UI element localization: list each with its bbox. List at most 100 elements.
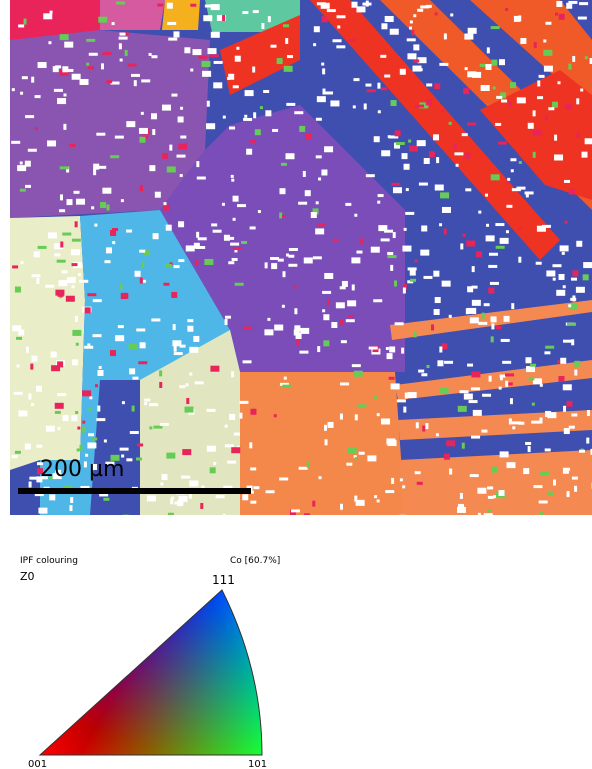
speck <box>506 181 509 184</box>
speck <box>482 394 491 397</box>
speck <box>402 485 405 488</box>
speck <box>64 42 73 48</box>
speck <box>346 463 352 466</box>
speck <box>29 482 32 488</box>
speck <box>324 91 333 94</box>
speck <box>510 158 516 161</box>
speck <box>323 314 329 320</box>
speck <box>328 422 334 428</box>
speck <box>417 482 423 485</box>
speck <box>120 33 126 36</box>
speck <box>242 11 248 14</box>
speck <box>86 39 95 42</box>
speck <box>545 346 554 349</box>
speck <box>411 30 414 36</box>
speck <box>189 372 192 375</box>
speck <box>288 255 294 258</box>
speck <box>465 188 471 191</box>
speck <box>149 403 158 406</box>
speck <box>120 59 123 62</box>
speck <box>118 325 124 328</box>
speck <box>282 305 285 308</box>
speck <box>416 422 419 428</box>
speck <box>233 85 239 88</box>
speck <box>543 50 552 56</box>
speck <box>213 82 222 88</box>
speck <box>170 498 173 504</box>
speck <box>80 445 83 451</box>
speck <box>442 281 451 287</box>
speck <box>177 155 186 158</box>
speck <box>353 78 359 81</box>
speck <box>495 223 504 226</box>
speck <box>235 283 244 286</box>
speck <box>507 178 510 181</box>
speck <box>484 513 493 516</box>
speck <box>152 129 155 135</box>
speck <box>533 110 536 116</box>
speck <box>488 288 494 294</box>
speck <box>270 257 279 260</box>
speck <box>119 43 122 49</box>
speck <box>187 326 193 332</box>
speck <box>242 494 248 500</box>
speck <box>50 11 53 14</box>
speck <box>517 97 526 103</box>
speck <box>139 137 145 143</box>
speck <box>487 47 490 53</box>
speck <box>284 66 293 72</box>
speck <box>21 261 24 264</box>
speck <box>288 264 297 267</box>
speck <box>583 274 589 280</box>
speck <box>482 313 485 319</box>
speck <box>255 129 261 135</box>
speck <box>539 75 545 78</box>
speck <box>501 339 510 342</box>
speck <box>25 115 34 118</box>
speck <box>355 457 358 460</box>
speck <box>548 107 554 110</box>
speck <box>498 142 507 145</box>
speck <box>186 383 189 386</box>
speck <box>243 360 252 363</box>
speck <box>222 203 225 206</box>
legend-phase: Co [60.7%] <box>230 556 280 566</box>
speck <box>208 48 217 54</box>
speck <box>353 105 356 108</box>
speck <box>500 375 506 378</box>
speck <box>500 377 503 380</box>
speck <box>236 47 239 50</box>
speck <box>574 361 580 367</box>
speck <box>214 61 223 64</box>
grain <box>400 450 592 515</box>
speck <box>268 16 271 22</box>
speck <box>95 384 98 387</box>
speck <box>180 174 183 177</box>
speck <box>162 105 171 111</box>
speck <box>500 451 509 457</box>
speck <box>415 105 424 108</box>
speck <box>132 377 138 380</box>
vertex-label: 001 <box>28 759 47 769</box>
speck <box>49 494 55 500</box>
speck <box>160 482 163 485</box>
speck <box>572 270 578 276</box>
speck <box>299 126 305 132</box>
speck <box>540 472 549 475</box>
speck <box>126 121 135 127</box>
speck <box>286 153 295 159</box>
speck <box>504 316 510 322</box>
speck <box>303 171 306 177</box>
speck <box>354 371 363 377</box>
speck <box>378 194 384 197</box>
speck <box>435 297 441 303</box>
speck <box>468 28 477 34</box>
speck <box>258 210 261 213</box>
speck <box>60 194 63 200</box>
speck <box>472 300 481 306</box>
speck <box>312 501 315 507</box>
speck <box>20 189 26 192</box>
speck <box>91 437 97 440</box>
speck <box>426 83 432 86</box>
speck <box>115 335 124 341</box>
